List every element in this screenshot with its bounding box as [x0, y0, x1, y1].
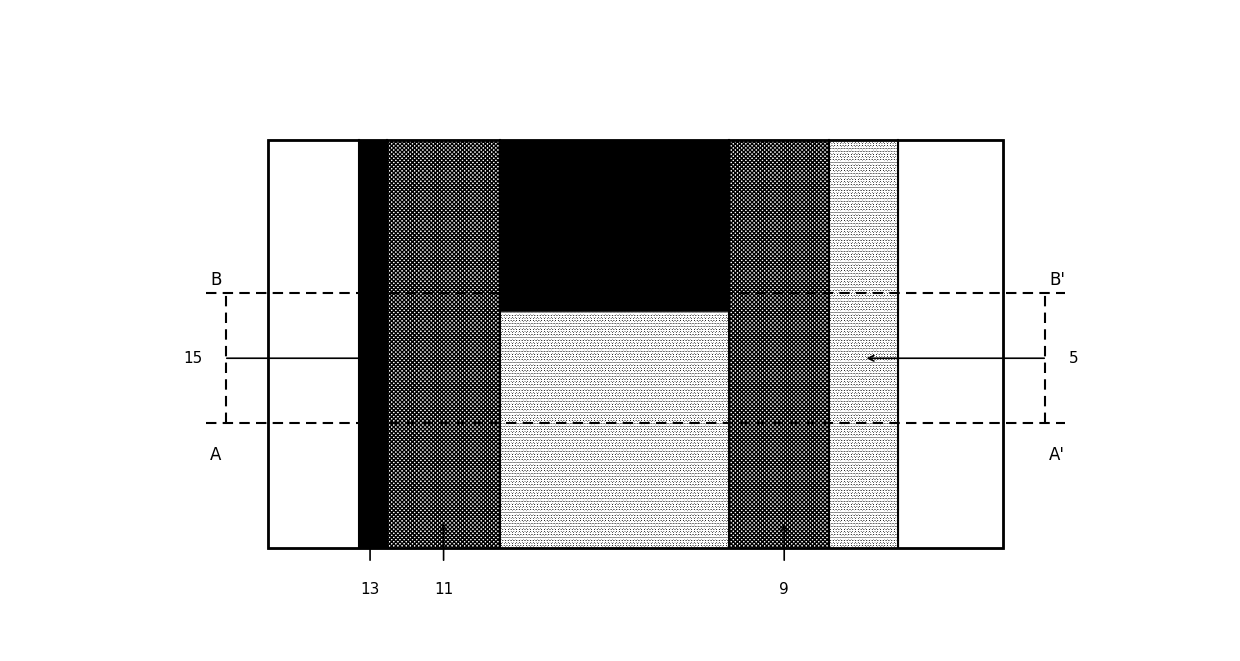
Bar — [898, 140, 1003, 547]
Bar — [729, 140, 830, 547]
Bar — [268, 140, 358, 547]
Text: A': A' — [1049, 446, 1065, 465]
Bar — [830, 140, 898, 547]
Bar — [268, 140, 1003, 547]
Text: 9: 9 — [779, 582, 789, 598]
Bar — [358, 140, 387, 547]
Text: B: B — [211, 271, 222, 290]
Bar — [500, 140, 729, 547]
Text: B': B' — [1049, 271, 1065, 290]
Text: 5: 5 — [1069, 351, 1078, 366]
Bar — [500, 140, 729, 311]
Text: 13: 13 — [361, 582, 379, 598]
Bar — [500, 311, 729, 547]
Text: 15: 15 — [184, 351, 202, 366]
Text: A: A — [211, 446, 222, 465]
Text: 11: 11 — [434, 582, 453, 598]
Bar — [268, 140, 1003, 547]
Bar — [387, 140, 500, 547]
